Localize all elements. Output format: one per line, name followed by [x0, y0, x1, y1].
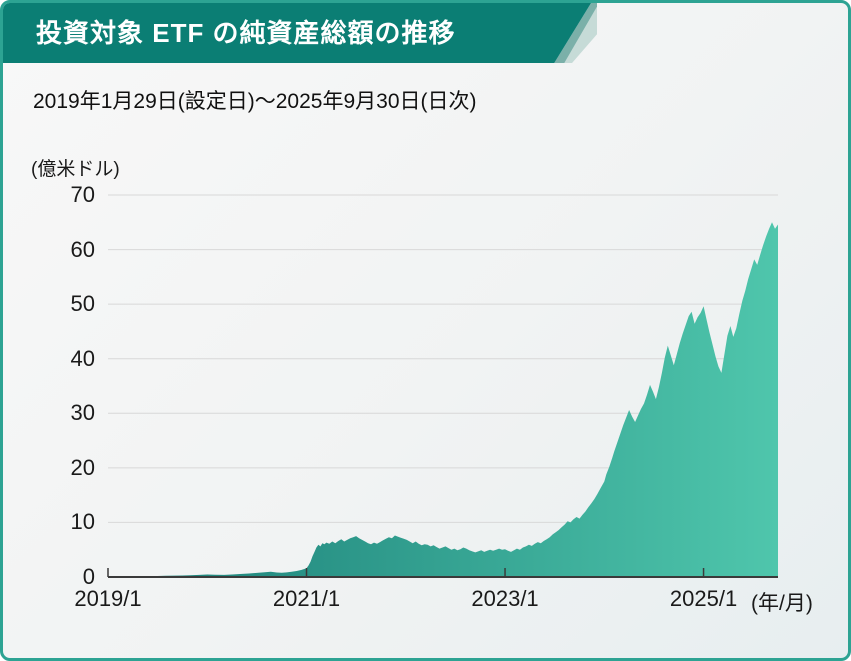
area-chart-svg [107, 194, 778, 578]
x-axis-unit-label: (年/月) [751, 592, 813, 615]
y-tick-label: 0 [82, 564, 95, 589]
y-axis-unit-label: (億米ドル) [31, 159, 120, 180]
y-tick-label: 10 [70, 509, 95, 535]
header-ribbon: 投資対象 ETF の純資産総額の推移 [3, 3, 597, 63]
chart-subtitle: 2019年1月29日(設定日)〜2025年9月30日(日次) [33, 90, 477, 113]
y-tick-label: 30 [70, 400, 95, 426]
y-tick-label: 40 [70, 345, 95, 371]
y-tick-label: 20 [70, 454, 95, 480]
y-tick-label: 50 [70, 291, 95, 317]
y-tick-label: 60 [70, 236, 95, 262]
area-chart: (億米ドル) 0 10 20 30 40 50 60 70 2019/1 2021/1 2023/1… [3, 3, 848, 658]
chart-title: 投資対象 ETF の純資産総額の推移 [36, 18, 456, 48]
x-tick-label: 2019/1 [74, 586, 142, 611]
ribbon-background [3, 3, 592, 63]
x-tick-label: 2025/1 [669, 586, 738, 611]
x-tick-label: 2023/1 [471, 586, 539, 611]
x-tick-label: 2021/1 [272, 586, 341, 611]
y-tick-label: 70 [70, 182, 95, 207]
net-assets-area [115, 222, 778, 578]
